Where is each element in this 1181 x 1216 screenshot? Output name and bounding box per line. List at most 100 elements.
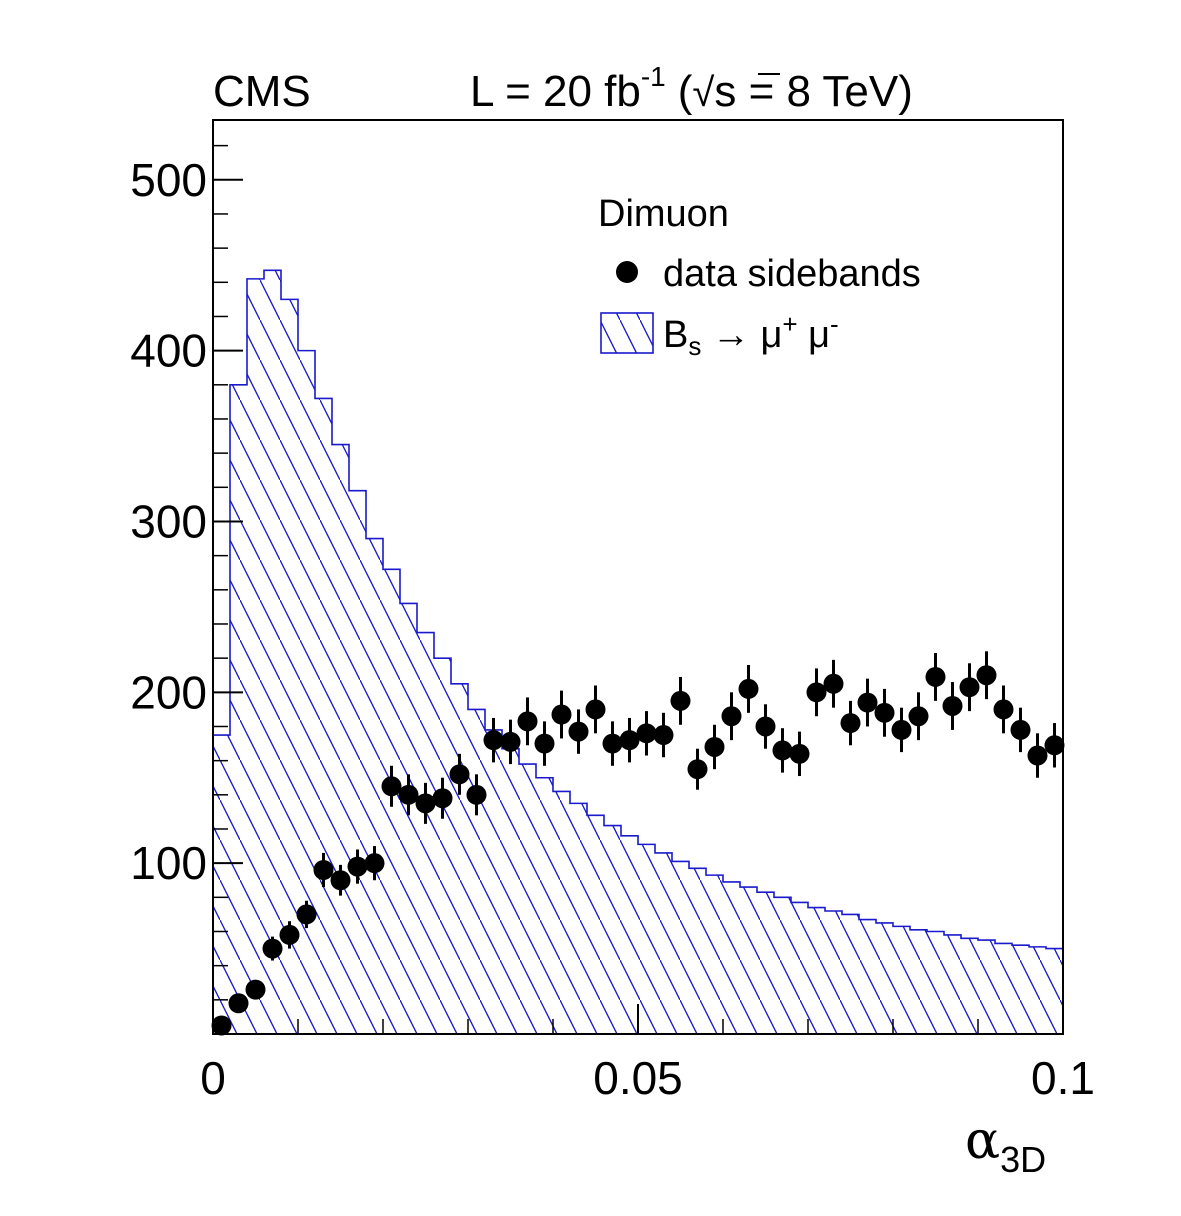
data-point [1010,707,1031,753]
data-marker [551,704,572,725]
data-marker [228,993,249,1014]
data-point [432,777,453,819]
data-marker [636,723,657,744]
data-marker [245,979,266,1000]
data-marker [925,666,946,687]
data-marker [364,853,385,874]
data-point [551,690,572,739]
data-point [636,711,657,756]
data-point [245,979,266,1000]
data-marker [415,793,436,814]
energy-rest: s = 8 TeV) [714,67,913,116]
data-marker [772,740,793,761]
data-marker [211,1015,232,1036]
x-tick-label: 0 [200,1052,226,1104]
signal-histogram [213,269,1063,1034]
data-point [619,717,640,763]
x-axis-subscript: 3D [1000,1139,1046,1180]
signal-outline [213,269,1063,1034]
data-marker [585,699,606,720]
sqrt-symbol: √ [692,71,714,115]
data-marker [942,695,963,716]
data-point [296,900,317,929]
data-marker [823,673,844,694]
data-point [976,651,997,700]
legend-title: Dimuon [598,193,729,235]
data-marker [1044,735,1065,756]
data-marker [381,776,402,797]
data-point [262,936,283,961]
data-point [568,709,589,754]
legend-data-marker [616,261,638,283]
data-point [772,728,793,773]
data-point [517,697,538,746]
data-marker [279,924,300,945]
y-tick-labels: 100 200 300 400 500 [130,154,207,889]
data-marker [959,677,980,698]
data-point [381,765,402,807]
y-tick-label: 100 [130,837,207,889]
y-tick-label: 200 [130,666,207,718]
data-marker [398,784,419,805]
data-marker [1010,719,1031,740]
data-marker [704,736,725,757]
data-marker [313,859,334,880]
data-point [993,685,1014,734]
data-point [585,685,606,734]
data-point [415,782,436,824]
data-point [823,659,844,708]
data-point [925,653,946,701]
data-point [959,663,980,712]
data-marker [857,692,878,713]
data-point [840,700,861,746]
data-point [534,721,555,766]
data-marker [568,721,589,742]
data-point [364,846,385,881]
y-tick-label: 400 [130,325,207,377]
data-marker [619,730,640,751]
luminosity-label: L = 20 fb-1 (√s = 8 TeV) [470,61,913,116]
legend-signal-minus: - [830,309,839,339]
data-point [347,849,368,884]
data-point [721,692,742,741]
legend-signal-sub: s [688,331,701,361]
data-point [806,668,827,717]
data-marker [432,788,453,809]
data-marker [602,733,623,754]
energy-open-paren: ( [678,67,693,116]
x-axis-alpha: α [965,1111,1000,1171]
data-point [330,864,351,896]
data-marker [653,725,674,746]
data-marker [755,716,776,737]
data-marker [721,706,742,727]
data-point [687,748,708,790]
data-point [908,692,929,741]
y-tick-label: 500 [130,154,207,206]
data-point [449,753,470,795]
data-point [891,707,912,753]
data-marker [874,702,895,723]
data-marker [483,730,504,751]
data-marker [908,706,929,727]
data-point [602,721,623,766]
data-marker [517,711,538,732]
data-point [1044,723,1065,768]
legend-signal-arrow: → μ [701,314,782,356]
data-marker [500,731,521,752]
data-marker [262,938,283,959]
luminosity-exponent: -1 [641,61,666,92]
legend-data-label: data sidebands [663,253,921,295]
data-marker [449,764,470,785]
legend-signal-swatch [600,312,654,354]
data-point [1027,733,1048,778]
data-marker [330,870,351,891]
data-point [704,724,725,770]
legend-signal-mu2: μ [798,314,830,356]
legend: Dimuon data sidebands Bs → μ+ μ- [598,193,921,361]
data-marker [806,682,827,703]
x-axis-title: α3D [965,1111,1046,1180]
data-point [279,921,300,949]
data-marker [670,690,691,711]
data-point [313,852,334,888]
